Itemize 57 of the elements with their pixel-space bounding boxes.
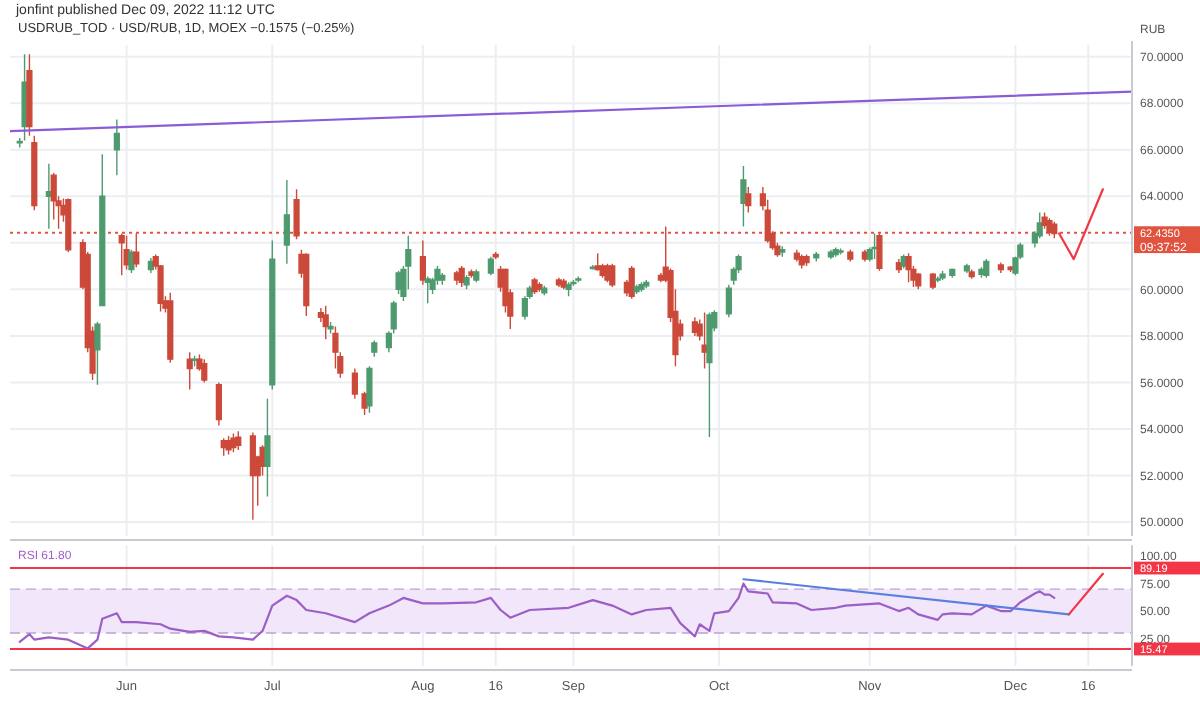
candlestick	[322, 304, 329, 341]
candlestick	[133, 232, 140, 268]
candlestick	[264, 398, 271, 498]
candlestick	[813, 251, 820, 263]
candlestick	[94, 321, 101, 386]
candlestick	[638, 281, 645, 293]
candlestick	[793, 249, 800, 263]
candlestick	[249, 431, 256, 521]
candlestick	[327, 321, 334, 335]
candlestick	[1041, 211, 1048, 230]
candlestick	[643, 279, 650, 289]
candlestick	[235, 430, 242, 451]
candlestick	[847, 249, 854, 263]
candlestick	[803, 253, 810, 267]
candlestick	[201, 358, 208, 384]
candlestick	[50, 172, 57, 221]
candlestick	[589, 264, 596, 271]
line-series	[18, 582, 1056, 650]
candlestick	[934, 275, 941, 284]
candlestick	[706, 311, 713, 438]
candlestick	[419, 239, 426, 286]
candlestick	[1051, 221, 1058, 239]
candlestick	[871, 232, 878, 260]
candlestick	[215, 381, 222, 427]
candlestick	[45, 162, 52, 230]
candlestick	[876, 232, 883, 272]
candlestick	[283, 179, 290, 265]
candlestick	[191, 354, 198, 367]
candlestick	[439, 272, 446, 286]
candlestick	[691, 316, 698, 337]
candlestick	[725, 283, 732, 318]
candlestick	[963, 263, 970, 274]
candlestick	[113, 118, 120, 177]
candlestick	[26, 53, 33, 137]
candlestick	[837, 247, 844, 256]
candlestick	[997, 261, 1004, 274]
candlestick	[779, 245, 786, 258]
candlestick	[541, 285, 548, 296]
candlestick	[536, 281, 543, 293]
candlestick	[371, 339, 378, 358]
candlestick	[366, 365, 373, 414]
candlestick	[565, 281, 572, 298]
candlestick	[531, 277, 538, 295]
candlestick	[332, 325, 339, 370]
candlestick	[453, 270, 460, 286]
candlestick	[225, 435, 232, 456]
candlestick	[915, 272, 922, 291]
candlestick	[740, 165, 747, 228]
candlestick	[827, 249, 834, 260]
candlestick	[293, 188, 300, 241]
candlestick	[968, 268, 975, 280]
candlestick	[16, 137, 23, 149]
candlestick	[487, 256, 494, 277]
candlestick	[575, 275, 582, 284]
candlestick	[745, 186, 752, 214]
candlestick	[118, 232, 125, 277]
candlestick	[701, 311, 708, 370]
